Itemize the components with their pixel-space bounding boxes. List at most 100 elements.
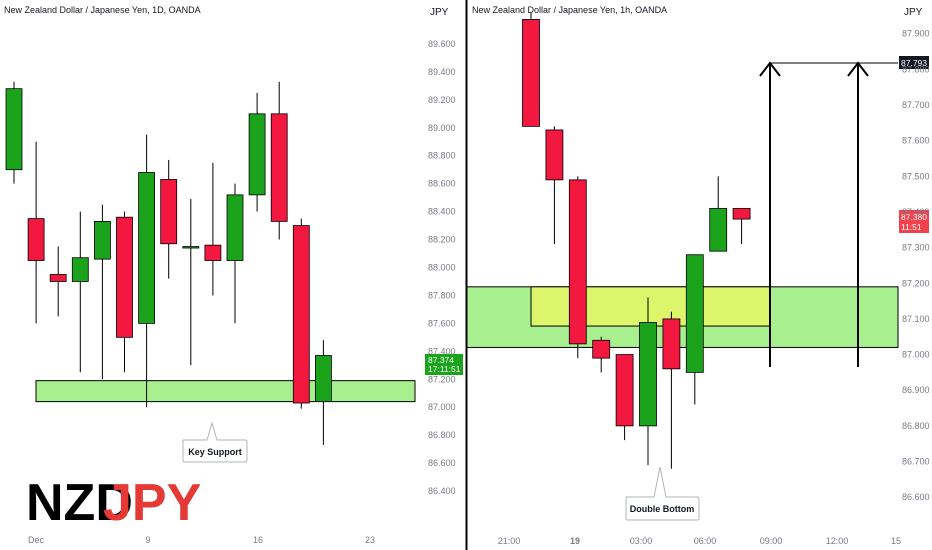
candle-body	[138, 172, 156, 324]
right-chart-panel: 87.793 87.380 11:51 New Zealand Dollar /…	[466, 5, 930, 546]
x-tick-label: 19	[570, 536, 580, 546]
candle-body	[71, 257, 89, 282]
left-unit-label: JPY	[430, 7, 449, 18]
y-tick-label: 87.200	[428, 374, 456, 384]
candle	[568, 176, 587, 359]
x-tick-label: 03:00	[630, 536, 653, 546]
candle-body	[270, 113, 288, 222]
candle-body	[226, 194, 244, 261]
left-price-timer: 17:11:51	[428, 364, 461, 374]
x-tick-label: 09:00	[760, 536, 783, 546]
candle-body	[182, 246, 200, 249]
left-chart-panel: New Zealand Dollar / Japanese Yen, 1D, O…	[4, 5, 463, 545]
y-tick-label: 87.500	[902, 171, 930, 181]
y-tick-label: 87.700	[902, 100, 930, 110]
x-tick-label: 12:00	[826, 536, 849, 546]
left-time-axis: Dec 9 16 23	[28, 535, 375, 545]
x-tick-label: 21:00	[498, 536, 521, 546]
logo-jpy: JPY	[103, 474, 201, 532]
candle-body	[615, 354, 634, 427]
y-tick-label: 88.600	[428, 179, 456, 189]
candle	[732, 207, 751, 245]
y-tick-label: 89.400	[428, 67, 456, 77]
y-tick-label: 89.000	[428, 123, 456, 133]
left-support-zone	[35, 380, 416, 403]
candle	[709, 176, 728, 252]
left-price-axis: 89.600 89.400 89.200 89.000 88.800 88.600 88.4…	[428, 39, 456, 496]
key-support-callout	[182, 421, 248, 463]
y-tick-label: 88.000	[428, 263, 456, 273]
y-tick-label: 86.400	[428, 486, 456, 496]
right-retest-zone	[530, 286, 771, 327]
candle	[662, 311, 681, 469]
candle-body	[94, 220, 111, 260]
candle-body	[568, 179, 587, 345]
candle	[182, 199, 200, 366]
candle-body	[314, 355, 332, 403]
target-price-tag	[899, 56, 929, 69]
candle	[270, 81, 288, 240]
candle	[27, 141, 45, 324]
x-tick-label: 16	[253, 535, 263, 545]
y-tick-label: 86.900	[902, 385, 930, 395]
candle	[116, 211, 133, 373]
y-tick-label: 87.200	[902, 278, 930, 288]
candle-body	[662, 318, 681, 370]
candle	[592, 336, 611, 373]
y-tick-label: 87.400	[428, 346, 456, 356]
candle	[545, 126, 564, 245]
y-tick-label: 86.600	[902, 492, 930, 502]
double-bottom-callout	[625, 466, 700, 521]
candle	[226, 183, 244, 324]
x-tick-label: 06:00	[694, 536, 717, 546]
candle	[639, 297, 657, 466]
arrow-head-right	[847, 61, 869, 77]
target-price: 87.793	[901, 58, 927, 68]
candle	[292, 218, 310, 409]
candle-body	[204, 244, 222, 261]
y-tick-label: 87.800	[902, 64, 930, 74]
right-last-price: 87.380	[901, 212, 927, 222]
right-unit-label: JPY	[904, 7, 923, 18]
candle-body	[592, 339, 611, 359]
candle-body	[49, 274, 67, 282]
candle	[71, 211, 89, 373]
y-tick-label: 86.800	[902, 421, 930, 431]
y-tick-label: 87.300	[902, 243, 930, 253]
right-last-price-tag	[899, 210, 929, 233]
candle-body	[685, 254, 704, 373]
candle-body	[5, 88, 23, 171]
y-tick-label: 87.800	[428, 290, 456, 300]
candle	[5, 81, 23, 184]
candle-body	[732, 207, 751, 220]
y-tick-label: 89.600	[428, 39, 456, 49]
y-tick-label: 86.800	[428, 430, 456, 440]
left-last-price: 87.374	[428, 355, 454, 365]
y-tick-label: 86.600	[428, 458, 456, 468]
y-tick-label: 88.400	[428, 207, 456, 217]
y-tick-label: 87.000	[428, 402, 456, 412]
y-tick-label: 87.000	[902, 350, 930, 360]
y-tick-label: 88.200	[428, 235, 456, 245]
double-bottom-label: Double Bottom	[630, 504, 695, 514]
candle-body	[160, 179, 178, 245]
y-tick-label: 87.600	[428, 318, 456, 328]
x-tick-label: 9	[145, 535, 150, 545]
candle-body	[248, 113, 266, 196]
candle-body	[709, 207, 728, 252]
right-price-axis: 87.90087.80087.70087.60087.50087.40087.3…	[902, 29, 930, 502]
candle-body	[639, 322, 657, 427]
candle	[204, 162, 222, 296]
candle	[49, 246, 67, 317]
y-tick-label: 87.900	[902, 29, 930, 39]
key-support-label: Key Support	[188, 447, 242, 457]
candle-body	[522, 19, 540, 127]
logo-nzd: NZD	[26, 474, 133, 532]
y-tick-label: 87.600	[902, 136, 930, 146]
candle	[314, 340, 332, 445]
candle	[522, 12, 540, 127]
x-tick-label: Dec	[28, 535, 45, 545]
candle	[160, 159, 178, 279]
y-tick-label: 89.200	[428, 95, 456, 105]
